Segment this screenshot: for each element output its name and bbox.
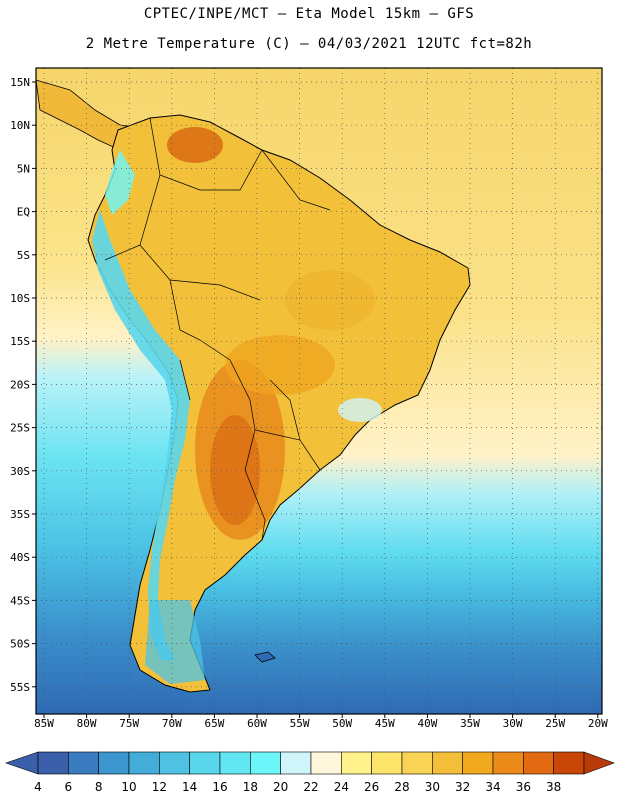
falkland-islands — [254, 651, 276, 663]
legend-high-arrow — [583, 751, 615, 775]
legend-value: 4 — [34, 780, 42, 794]
legend-value: 6 — [65, 780, 73, 794]
legend-box — [492, 751, 524, 775]
legend-value: 8 — [95, 780, 103, 794]
legend-value: 14 — [182, 780, 197, 794]
legend-box — [128, 751, 160, 775]
legend-color-boxes — [5, 751, 615, 775]
lat-label: 10S — [10, 292, 30, 305]
legend-box — [250, 751, 281, 775]
lat-label: 5S — [17, 249, 30, 262]
hot-region-pantanal — [225, 335, 335, 395]
lat-label: 15S — [10, 335, 30, 348]
patagonia-cool — [145, 600, 205, 684]
temperature-map: 15N 10N 5N EQ 5S 10S 15S 20S 25S 30S 35S 40S 45S 50S 5… — [10, 67, 608, 730]
country-borders — [104, 117, 331, 541]
warm-region-brazil — [285, 270, 375, 330]
map-frame — [35, 67, 603, 715]
lon-label: 65W — [204, 717, 224, 730]
lon-label: 40W — [417, 717, 437, 730]
legend-value: 10 — [121, 780, 136, 794]
lon-label: 30W — [503, 717, 523, 730]
lat-label: 55S — [10, 681, 30, 694]
legend-box — [280, 751, 312, 775]
lat-label: 50S — [10, 638, 30, 651]
lon-label: 25W — [545, 717, 565, 730]
legend-box — [523, 751, 554, 775]
lat-label: 30S — [10, 465, 30, 478]
lat-label: 10N — [10, 119, 30, 132]
lon-label: 55W — [290, 717, 310, 730]
lat-label: 25S — [10, 422, 30, 435]
legend-box — [401, 751, 433, 775]
lon-label: 75W — [119, 717, 139, 730]
legend-box — [68, 751, 99, 775]
legend-value: 36 — [516, 780, 531, 794]
lon-label: 60W — [247, 717, 267, 730]
legend-value: 16 — [212, 780, 227, 794]
lat-label: EQ — [17, 206, 30, 219]
legend-box — [553, 751, 585, 775]
legend-box — [98, 751, 130, 775]
legend-value: 24 — [334, 780, 349, 794]
lon-label: 45W — [375, 717, 395, 730]
latitude-labels: 15N 10N 5N EQ 5S 10S 15S 20S 25S 30S 35S 40S 45S 50S 5… — [10, 76, 36, 694]
legend-value: 26 — [364, 780, 379, 794]
legend-box — [37, 751, 69, 775]
colombia-andes-cool — [105, 150, 135, 215]
lon-label: 35W — [460, 717, 480, 730]
lon-label: 50W — [332, 717, 352, 730]
lat-label: 20S — [10, 378, 30, 391]
legend-value: 20 — [273, 780, 288, 794]
hot-core-argentina — [210, 415, 260, 525]
hot-region-venezuela — [167, 127, 223, 163]
legend-box — [310, 751, 342, 775]
lat-label: 45S — [10, 594, 30, 607]
legend-box — [341, 751, 372, 775]
legend-value: 12 — [152, 780, 167, 794]
lon-label: 20W — [588, 717, 608, 730]
lat-label: 35S — [10, 508, 30, 521]
legend-value: 32 — [455, 780, 470, 794]
legend-value: 34 — [485, 780, 500, 794]
legend-value-labels: 4 6 8 10 12 14 16 18 20 22 24 26 28 30 32 34 36 38 — [34, 780, 561, 794]
legend-box — [462, 751, 494, 775]
lat-label: 15N — [10, 76, 30, 89]
longitude-labels: 85W 80W 75W 70W 65W 60W 55W 50W 45W 40W 35W 30W 25W 2… — [34, 714, 608, 730]
color-legend: 4 6 8 10 12 14 16 18 20 22 24 26 28 30 32 34 36 38 — [5, 751, 615, 794]
legend-value: 28 — [394, 780, 409, 794]
legend-box — [219, 751, 251, 775]
title-line-1: CPTEC/INPE/MCT – Eta Model 15km – GFS — [143, 6, 475, 22]
legend-box — [371, 751, 403, 775]
legend-box — [189, 751, 221, 775]
legend-box — [159, 751, 190, 775]
legend-box — [432, 751, 463, 775]
lon-label: 80W — [77, 717, 97, 730]
lon-label: 85W — [34, 717, 54, 730]
lon-label: 70W — [162, 717, 182, 730]
lat-label: 40S — [10, 551, 30, 564]
title-line-2: 2 Metre Temperature (C) – 04/03/2021 12U… — [85, 36, 533, 52]
legend-low-arrow — [5, 751, 39, 775]
legend-value: 30 — [425, 780, 440, 794]
se-brazil-cool — [338, 398, 382, 422]
legend-value: 22 — [303, 780, 318, 794]
legend-value: 38 — [546, 780, 561, 794]
lat-label: 5N — [17, 162, 30, 175]
legend-value: 18 — [243, 780, 258, 794]
